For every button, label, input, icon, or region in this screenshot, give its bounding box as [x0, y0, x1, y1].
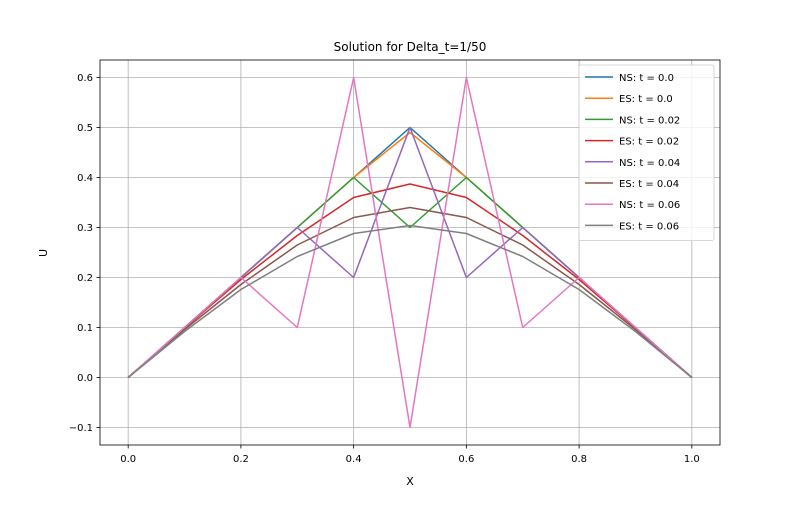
y-tick-label: 0.5 — [77, 123, 93, 134]
legend-box — [578, 64, 715, 242]
x-axis-label: X — [406, 475, 414, 488]
legend-label-4: NS: t = 0.04 — [619, 158, 680, 169]
y-tick-label: 0.4 — [77, 173, 93, 184]
y-tick-label: 0.6 — [77, 73, 93, 84]
legend-label-5: ES: t = 0.04 — [619, 179, 679, 190]
legend-label-6: NS: t = 0.06 — [619, 200, 680, 211]
series-line-6 — [127, 76, 693, 429]
chart-title: Solution for Delta_t=1/50 — [334, 40, 487, 54]
x-tick-label: 0.6 — [458, 454, 474, 465]
x-tick-label: 0.4 — [346, 454, 362, 465]
y-axis-label: U — [37, 249, 50, 257]
legend-label-1: ES: t = 0.0 — [619, 94, 673, 105]
legend-label-0: NS: t = 0.0 — [619, 73, 674, 84]
y-tick-label: 0.1 — [77, 323, 93, 334]
y-tick-label: −0.1 — [69, 423, 93, 434]
y-tick-label: 0.3 — [77, 223, 93, 234]
legend-label-2: NS: t = 0.02 — [619, 115, 680, 126]
legend-label-3: ES: t = 0.02 — [619, 137, 679, 148]
series-line-7 — [127, 224, 693, 379]
plot-frame — [99, 59, 721, 446]
y-tick-label: 0.2 — [77, 273, 93, 284]
series-line-5 — [127, 206, 693, 379]
x-tick-label: 0.8 — [571, 454, 587, 465]
series-line-3 — [127, 183, 693, 379]
x-tick-label: 1.0 — [684, 454, 700, 465]
x-tick-label: 0.2 — [233, 454, 249, 465]
y-tick-label: 0.0 — [77, 373, 93, 384]
legend-label-7: ES: t = 0.06 — [619, 221, 679, 232]
x-tick-label: 0.0 — [120, 454, 136, 465]
